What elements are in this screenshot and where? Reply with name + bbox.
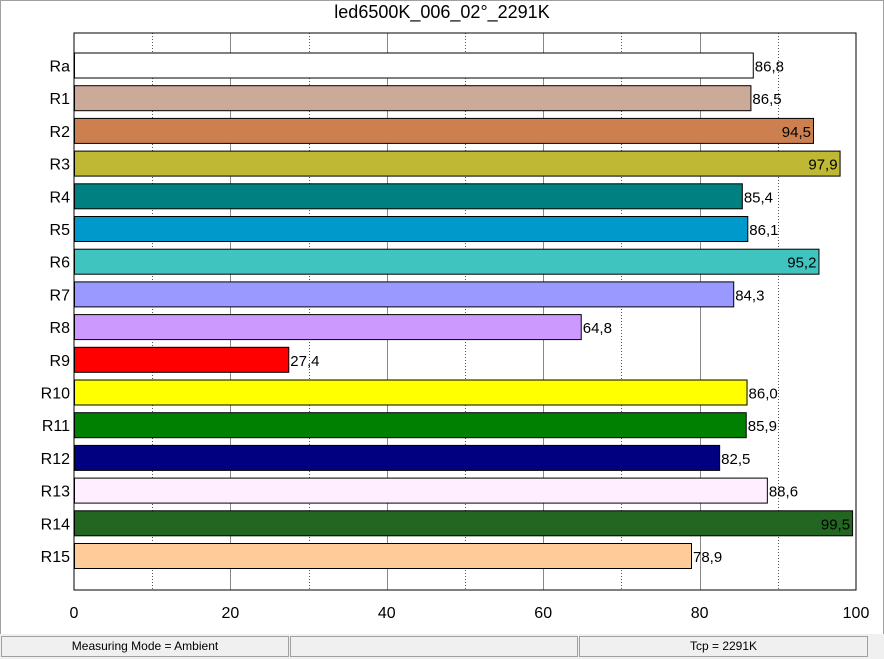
bar-ra xyxy=(74,52,754,79)
value-label: 99,5 xyxy=(821,516,850,533)
status-measuring-mode: Measuring Mode = Ambient xyxy=(1,636,289,657)
status-bar: Measuring Mode = Ambient Tcp = 2291K xyxy=(0,634,884,659)
bar-r14 xyxy=(74,510,854,537)
bar-r1 xyxy=(74,85,752,112)
bar-r9 xyxy=(74,346,290,373)
value-label: 64,8 xyxy=(583,320,612,337)
value-label: 94,5 xyxy=(782,124,811,141)
category-label: R2 xyxy=(50,124,71,141)
bar-r4 xyxy=(74,183,743,210)
bar-r8 xyxy=(74,314,582,341)
value-label: 86,8 xyxy=(755,59,784,76)
bars xyxy=(74,52,854,569)
status-tcp: Tcp = 2291K xyxy=(579,636,868,657)
category-label: R3 xyxy=(50,157,71,174)
value-label: 88,6 xyxy=(769,484,798,501)
x-tick-label: 80 xyxy=(691,605,709,622)
grid-lines xyxy=(152,33,779,590)
category-label: R9 xyxy=(50,353,71,370)
category-label: R5 xyxy=(50,222,71,239)
value-label: 86,0 xyxy=(749,386,778,403)
category-label: R4 xyxy=(50,189,71,206)
value-label: 86,1 xyxy=(749,222,778,239)
x-tick-label: 0 xyxy=(70,605,79,622)
x-tick-label: 100 xyxy=(843,605,870,622)
category-label: R14 xyxy=(41,516,70,533)
category-label: R1 xyxy=(50,91,71,108)
plot-area xyxy=(73,32,857,591)
category-label: R8 xyxy=(50,320,71,337)
category-labels: Ra R1 R2 R3 R4 R5 R6 R7 R8 R9 R10 R11 R12 R13 R14 R15 xyxy=(41,59,70,567)
x-tick-label: 60 xyxy=(534,605,552,622)
category-label: R10 xyxy=(41,386,70,403)
bar-r12 xyxy=(74,444,721,471)
bar-r2 xyxy=(74,117,814,144)
category-label: R12 xyxy=(41,451,70,468)
status-middle xyxy=(290,636,578,657)
bar-r10 xyxy=(74,379,748,406)
bar-r3 xyxy=(74,150,841,177)
x-tick-label: 40 xyxy=(378,605,396,622)
bar-r6 xyxy=(74,248,820,275)
value-label: 86,5 xyxy=(752,91,781,108)
bar-r13 xyxy=(74,477,768,504)
value-label: 84,3 xyxy=(735,287,764,304)
value-label: 85,4 xyxy=(744,189,773,206)
value-label: 27,4 xyxy=(290,353,319,370)
category-label: R6 xyxy=(50,255,71,272)
chart-title: led6500K_006_02°_2291K xyxy=(334,2,550,22)
x-tick-label: 20 xyxy=(222,605,240,622)
value-label: 97,9 xyxy=(808,157,837,174)
value-labels: 86,8 86,594,5 97,9 85,4 86,1 95,2 84,3 64,8 27,4… xyxy=(290,59,850,567)
category-label: R13 xyxy=(41,484,70,501)
bar-r7 xyxy=(74,281,735,308)
category-label: R11 xyxy=(42,418,70,435)
value-label: 85,9 xyxy=(748,418,777,435)
bar-chart: 86,8 86,594,5 97,9 85,4 86,1 95,2 84,3 64,8 27,4… xyxy=(41,32,870,622)
value-label: 95,2 xyxy=(787,255,816,272)
bar-r15 xyxy=(74,543,692,569)
bar-r11 xyxy=(74,412,747,439)
value-label: 78,9 xyxy=(693,549,722,566)
x-axis-ticks: 0 20 40 60 80 100 xyxy=(70,605,870,622)
category-label: R7 xyxy=(50,287,71,304)
value-label: 82,5 xyxy=(721,451,750,468)
category-label: Ra xyxy=(50,59,71,76)
category-label: R15 xyxy=(41,549,70,566)
bar-r5 xyxy=(74,216,749,242)
